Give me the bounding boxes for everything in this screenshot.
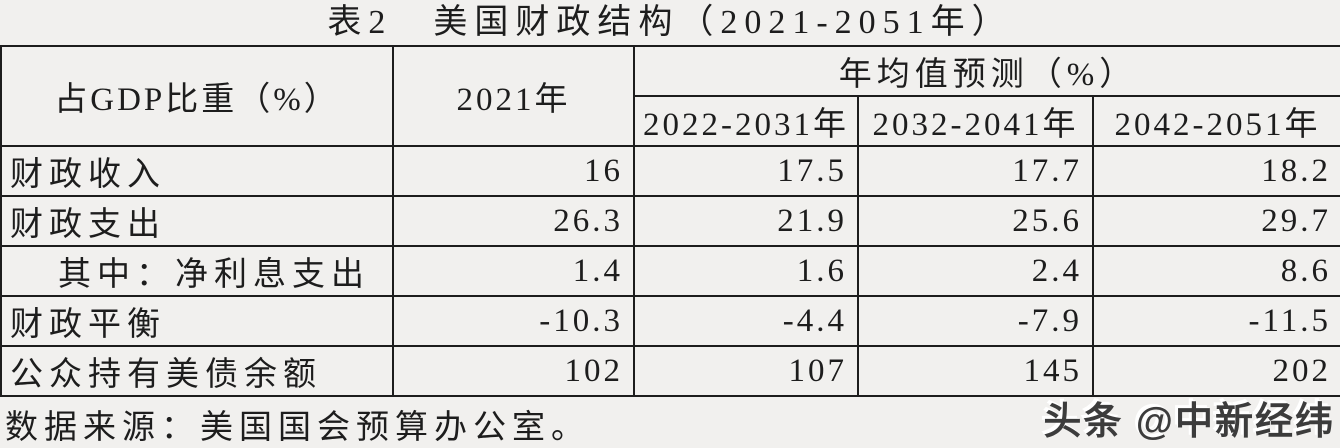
- value-cell: 17.5: [633, 145, 859, 197]
- footer: 数据来源：美国国会预算办公室。 头条 @中新经纬: [0, 397, 1340, 447]
- watermark: 头条 @中新经纬: [1043, 401, 1335, 443]
- value-cell: 29.7: [1091, 195, 1340, 247]
- table-row-spending: 财政支出 26.3 21.9 25.6 29.7: [0, 195, 1340, 247]
- value-cell: 25.6: [857, 195, 1094, 247]
- value-cell: 1.6: [633, 245, 859, 297]
- table-title: 表2 美国财政结构（2021-2051年）: [327, 4, 1013, 41]
- table-row-balance: 财政平衡 -10.3 -4.4 -7.9 -11.5: [0, 295, 1340, 347]
- value-cell: 16: [392, 145, 635, 197]
- row-label: 其中：净利息支出: [0, 245, 394, 297]
- header-forecast-group: 年均值预测（%）: [632, 45, 1340, 97]
- value-cell: 2.4: [857, 245, 1094, 297]
- fiscal-structure-table: 占GDP比重（%） 2021年 年均值预测（%） 2022-2031年 2032…: [0, 45, 1340, 397]
- header-forecast-2032-2041: 2032-2041年: [857, 95, 1094, 147]
- value-cell: -4.4: [633, 295, 859, 347]
- row-label: 财政平衡: [0, 295, 394, 347]
- value-cell: 1.4: [392, 245, 635, 297]
- value-cell: 21.9: [633, 195, 859, 247]
- value-cell: -11.5: [1091, 295, 1340, 347]
- value-cell: 102: [392, 345, 635, 397]
- value-cell: 8.6: [1091, 245, 1340, 297]
- value-cell: 18.2: [1091, 145, 1340, 197]
- header-2021: 2021年: [392, 45, 635, 147]
- value-cell: -7.9: [857, 295, 1094, 347]
- value-cell: 107: [633, 345, 859, 397]
- header-row-top: 占GDP比重（%） 2021年 年均值预测（%）: [0, 45, 1340, 147]
- header-row-sub: 2022-2031年 2032-2041年 2042-2051年: [1, 95, 1340, 147]
- value-cell: 202: [1091, 345, 1340, 397]
- data-source-note: 数据来源：美国国会预算办公室。: [5, 410, 590, 446]
- value-cell: 17.7: [857, 145, 1094, 197]
- table-row-debt-held-by-public: 公众持有美债余额 102 107 145 202: [0, 345, 1340, 397]
- row-label: 公众持有美债余额: [0, 345, 394, 397]
- value-cell: 145: [857, 345, 1094, 397]
- table-row-revenue: 财政收入 16 17.5 17.7 18.2: [0, 145, 1340, 197]
- table-row-net-interest: 其中：净利息支出 1.4 1.6 2.4 8.6: [0, 245, 1340, 297]
- row-label: 财政支出: [0, 195, 394, 247]
- header-forecast-2022-2031: 2022-2031年: [633, 95, 859, 147]
- row-label: 财政收入: [0, 145, 394, 197]
- header-forecast-2042-2051: 2042-2051年: [1091, 95, 1340, 147]
- value-cell: 26.3: [392, 195, 635, 247]
- header-gdp-share: 占GDP比重（%）: [0, 45, 394, 147]
- value-cell: -10.3: [392, 295, 635, 347]
